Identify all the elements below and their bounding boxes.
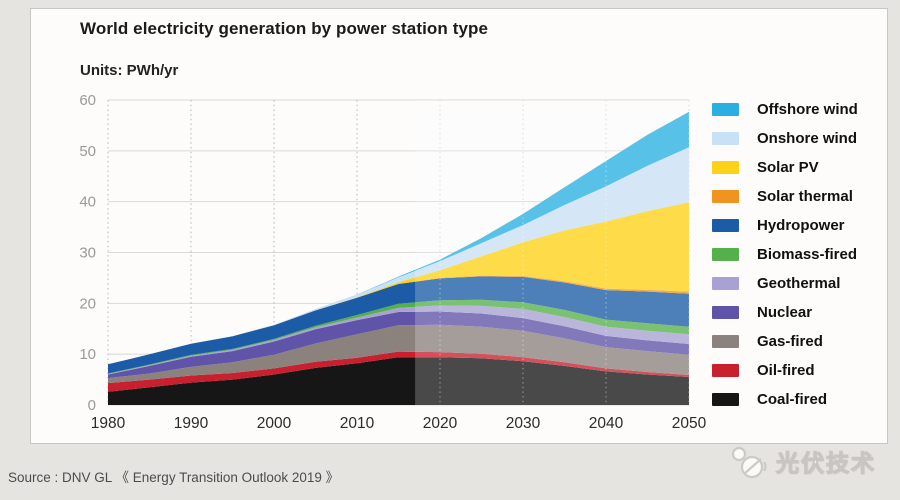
legend-item-oil-fired: Oil-fired bbox=[712, 356, 858, 385]
x-axis-tick-label: 2030 bbox=[506, 415, 541, 432]
chart-legend: Offshore wind Onshore wind Solar PV Solar t… bbox=[712, 95, 858, 414]
x-axis-tick-label: 2010 bbox=[340, 415, 375, 432]
forecast-overlay bbox=[415, 100, 689, 405]
area-solar-pv bbox=[108, 202, 689, 365]
units-label: Units: PWh/yr bbox=[80, 62, 179, 79]
legend-label: Geothermal bbox=[757, 275, 841, 292]
area-hydropower bbox=[108, 276, 689, 374]
legend-item-biomass-fired: Biomass-fired bbox=[712, 240, 858, 269]
legend-item-onshore-wind: Onshore wind bbox=[712, 124, 858, 153]
x-axis-tick-label: 2050 bbox=[672, 415, 707, 432]
legend-swatch-icon bbox=[712, 190, 739, 203]
legend-swatch-icon bbox=[712, 364, 739, 377]
y-axis-tick-label: 60 bbox=[79, 92, 96, 109]
legend-label: Hydropower bbox=[757, 217, 845, 234]
x-axis-tick-label: 1980 bbox=[91, 415, 126, 432]
area-gas-fired bbox=[108, 324, 689, 384]
legend-item-nuclear: Nuclear bbox=[712, 298, 858, 327]
y-axis-tick-label: 0 bbox=[88, 397, 96, 414]
chart-title: World electricity generation by power st… bbox=[80, 19, 489, 38]
legend-swatch-icon bbox=[712, 161, 739, 174]
watermark: 光伏技术 bbox=[728, 444, 876, 482]
legend-label: Oil-fired bbox=[757, 362, 815, 379]
legend-label: Biomass-fired bbox=[757, 246, 858, 263]
source-line: Source : DNV GL 《 Energy Transition Outl… bbox=[8, 470, 340, 485]
y-axis-tick-label: 40 bbox=[79, 194, 96, 211]
legend-swatch-icon bbox=[712, 306, 739, 319]
y-axis-tick-label: 30 bbox=[79, 245, 96, 262]
x-axis-tick-label: 2000 bbox=[257, 415, 292, 432]
megaphone-icon bbox=[731, 446, 767, 479]
area-oil-fired bbox=[108, 351, 689, 392]
area-nuclear bbox=[108, 311, 689, 379]
legend-swatch-icon bbox=[712, 335, 739, 348]
watermark-text: 光伏技术 bbox=[776, 450, 876, 477]
legend-label: Solar thermal bbox=[757, 188, 853, 205]
y-axis-tick-label: 20 bbox=[79, 295, 96, 312]
legend-swatch-icon bbox=[712, 103, 739, 116]
legend-item-hydropower: Hydropower bbox=[712, 211, 858, 240]
legend-item-offshore-wind: Offshore wind bbox=[712, 95, 858, 124]
x-axis-tick-label: 2020 bbox=[423, 415, 458, 432]
legend-label: Gas-fired bbox=[757, 333, 823, 350]
legend-item-solar-thermal: Solar thermal bbox=[712, 182, 858, 211]
legend-item-solar-pv: Solar PV bbox=[712, 153, 858, 182]
legend-swatch-icon bbox=[712, 277, 739, 290]
x-axis-tick-label: 1990 bbox=[174, 415, 209, 432]
legend-label: Onshore wind bbox=[757, 130, 858, 147]
legend-swatch-icon bbox=[712, 219, 739, 232]
legend-item-coal-fired: Coal-fired bbox=[712, 385, 858, 414]
legend-label: Offshore wind bbox=[757, 101, 858, 118]
legend-swatch-icon bbox=[712, 248, 739, 261]
legend-label: Coal-fired bbox=[757, 391, 828, 408]
legend-swatch-icon bbox=[712, 393, 739, 406]
area-coal-fired bbox=[108, 357, 689, 405]
legend-label: Nuclear bbox=[757, 304, 813, 321]
legend-label: Solar PV bbox=[757, 159, 819, 176]
legend-item-geothermal: Geothermal bbox=[712, 269, 858, 298]
y-axis-tick-label: 50 bbox=[79, 143, 96, 160]
x-axis-tick-label: 2040 bbox=[589, 415, 624, 432]
legend-swatch-icon bbox=[712, 132, 739, 145]
legend-item-gas-fired: Gas-fired bbox=[712, 327, 858, 356]
y-axis-tick-label: 10 bbox=[79, 346, 96, 363]
